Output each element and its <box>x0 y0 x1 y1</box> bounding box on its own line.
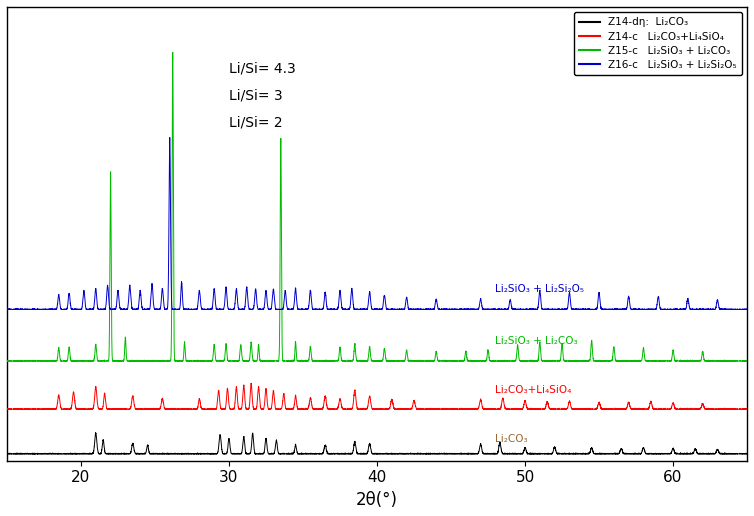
Text: Li₂CO₃: Li₂CO₃ <box>495 433 528 444</box>
X-axis label: 2θ(°): 2θ(°) <box>356 491 398 509</box>
Text: Li₂SiO₃ + Li₂Si₂O₅: Li₂SiO₃ + Li₂Si₂O₅ <box>495 284 584 294</box>
Text: Li₂CO₃+Li₄SiO₄: Li₂CO₃+Li₄SiO₄ <box>495 385 572 395</box>
Text: Li₂SiO₃ + Li₂CO₃: Li₂SiO₃ + Li₂CO₃ <box>495 335 578 346</box>
Text: Li/Si= 2: Li/Si= 2 <box>229 116 283 130</box>
Text: Li/Si= 4.3: Li/Si= 4.3 <box>229 61 296 75</box>
Legend: Z14-dη:  Li₂CO₃, Z14-c   Li₂CO₃+Li₄SiO₄, Z15-c   Li₂SiO₃ + Li₂CO₃, Z16-c   Li₂Si: Z14-dη: Li₂CO₃, Z14-c Li₂CO₃+Li₄SiO₄, Z1… <box>574 12 742 75</box>
Text: Li/Si= 3: Li/Si= 3 <box>229 89 283 103</box>
